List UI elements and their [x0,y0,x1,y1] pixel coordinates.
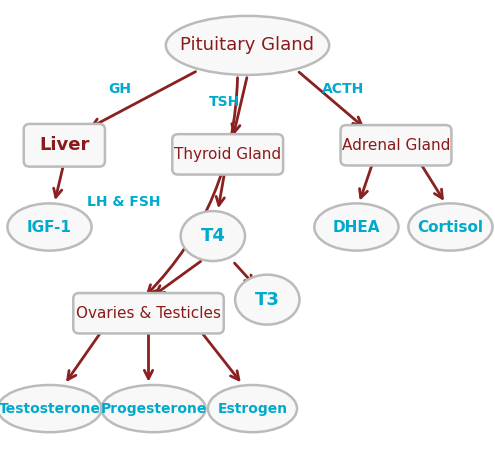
Text: Liver: Liver [39,136,90,154]
Ellipse shape [166,16,329,75]
Text: Estrogen: Estrogen [217,402,288,415]
Text: ACTH: ACTH [322,82,364,95]
FancyBboxPatch shape [73,293,224,333]
Text: T4: T4 [200,227,225,245]
Ellipse shape [7,203,92,251]
Text: DHEA: DHEA [333,219,380,235]
FancyBboxPatch shape [24,124,105,167]
Text: TSH: TSH [209,95,240,109]
FancyBboxPatch shape [341,125,451,165]
FancyBboxPatch shape [172,134,283,174]
Text: T3: T3 [255,291,280,309]
Ellipse shape [314,203,398,251]
Text: Adrenal Gland: Adrenal Gland [342,138,450,153]
Text: Testosterone: Testosterone [0,402,100,415]
Ellipse shape [0,385,101,432]
Ellipse shape [101,385,205,432]
Text: Progesterone: Progesterone [100,402,206,415]
Text: GH: GH [108,82,131,95]
Ellipse shape [181,211,245,261]
Text: Ovaries & Testicles: Ovaries & Testicles [76,306,221,321]
Text: Thyroid Gland: Thyroid Gland [174,147,281,162]
Ellipse shape [235,275,299,325]
Text: Pituitary Gland: Pituitary Gland [181,36,314,54]
Ellipse shape [208,385,297,432]
Text: Cortisol: Cortisol [417,219,484,235]
Text: IGF-1: IGF-1 [27,219,72,235]
Ellipse shape [408,203,493,251]
Text: LH & FSH: LH & FSH [87,195,160,209]
